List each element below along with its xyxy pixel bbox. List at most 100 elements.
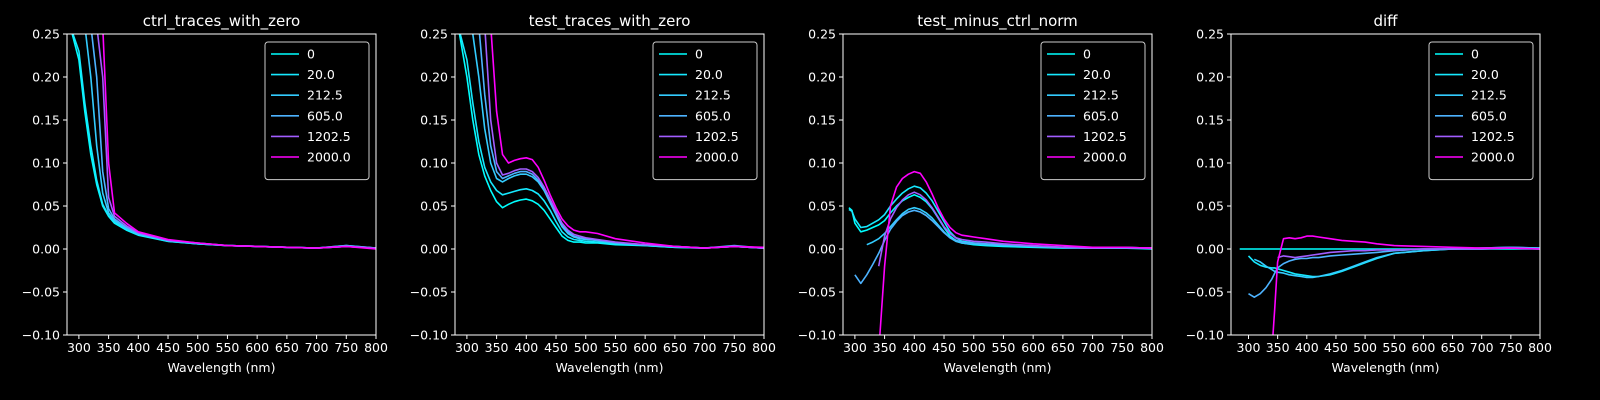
x-tick-label: 300 — [1237, 340, 1261, 355]
y-tick-label: 0.15 — [808, 113, 836, 128]
x-tick-label: 300 — [67, 340, 91, 355]
y-tick-label: −0.05 — [22, 285, 60, 300]
x-tick-label: 600 — [245, 340, 269, 355]
x-tick-label: 800 — [1528, 340, 1552, 355]
legend-label: 605.0 — [307, 108, 343, 123]
y-tick-label: 0.25 — [32, 27, 60, 42]
y-tick-label: 0.05 — [1196, 199, 1224, 214]
x-tick-label: 350 — [1266, 340, 1290, 355]
x-tick-label: 650 — [275, 340, 299, 355]
axes-frame — [1230, 33, 1541, 336]
x-tick-label: 700 — [1081, 340, 1105, 355]
axes-frame — [454, 33, 765, 336]
x-tick-label: 750 — [334, 340, 358, 355]
chart-panel-3: test_minus_ctrl_norm 300 350 400 450 500 550 60… — [798, 12, 1164, 375]
chart-panel-4: diff 300 350 400 450 500 550 600 650 700 750 800 −0.… — [1186, 12, 1552, 375]
x-tick-label: 450 — [1324, 340, 1348, 355]
x-axis-label: Wavelength (nm) — [1332, 360, 1440, 375]
y-tick-label: 0.10 — [1196, 156, 1224, 171]
series-line-2000.0 — [490, 34, 764, 249]
legend-label: 1202.5 — [1471, 129, 1515, 144]
x-tick-label: 350 — [485, 340, 509, 355]
x-tick-label: 550 — [604, 340, 628, 355]
series-line-2000.0 — [879, 170, 1152, 335]
axes-frame — [842, 33, 1153, 336]
y-tick-label: −0.10 — [410, 328, 448, 343]
y-tick-label: 0.15 — [1196, 113, 1224, 128]
series-line-1202.5 — [1277, 247, 1540, 259]
legend-label: 20.0 — [1083, 67, 1111, 82]
legend-label: 212.5 — [1471, 88, 1507, 103]
y-tick-label: 0.05 — [32, 199, 60, 214]
chart-title: test_minus_ctrl_norm — [917, 12, 1078, 31]
series-group — [458, 34, 764, 249]
y-tick-label: 0.00 — [420, 242, 448, 257]
x-tick-label: 800 — [752, 340, 776, 355]
legend-label: 605.0 — [1083, 108, 1119, 123]
y-tick-label: −0.05 — [1186, 285, 1224, 300]
y-tick-label: 0.00 — [808, 242, 836, 257]
y-tick-label: −0.05 — [410, 285, 448, 300]
series-line-20.0 — [459, 34, 764, 249]
x-tick-label: 800 — [1140, 340, 1164, 355]
x-tick-label: 550 — [1382, 340, 1406, 355]
series-group — [1239, 235, 1540, 335]
x-tick-label: 800 — [364, 340, 388, 355]
chart-panel-1: ctrl_traces_with_zero 300 350 400 450 500 550 6… — [22, 12, 388, 375]
legend-label: 0 — [1083, 47, 1091, 62]
y-tick-label: 0.20 — [808, 70, 836, 85]
series-line-2000.0 — [102, 34, 376, 250]
x-tick-label: 700 — [305, 340, 329, 355]
x-tick-label: 750 — [1110, 340, 1134, 355]
legend-label: 1202.5 — [695, 129, 739, 144]
legend-label: 212.5 — [1083, 88, 1119, 103]
x-tick-label: 700 — [1470, 340, 1494, 355]
x-tick-label: 400 — [126, 340, 150, 355]
x-tick-label: 650 — [663, 340, 687, 355]
series-line-212.5 — [1253, 246, 1540, 279]
series-line-605.0 — [854, 209, 1152, 285]
y-tick-label: 0.05 — [420, 199, 448, 214]
legend-label: 0 — [695, 47, 703, 62]
x-tick-label: 550 — [216, 340, 240, 355]
x-tick-label: 400 — [514, 340, 538, 355]
y-tick-label: −0.10 — [1186, 328, 1224, 343]
x-tick-label: 300 — [843, 340, 867, 355]
y-tick-label: 0.00 — [1196, 242, 1224, 257]
legend-label: 0 — [307, 47, 315, 62]
x-axis-label: Wavelength (nm) — [944, 360, 1052, 375]
legend-label: 605.0 — [695, 108, 731, 123]
y-tick-label: 0.25 — [420, 27, 448, 42]
legend-label: 20.0 — [695, 67, 723, 82]
y-tick-label: 0.10 — [420, 156, 448, 171]
legend-label: 20.0 — [307, 67, 335, 82]
y-tick-label: 0.20 — [32, 70, 60, 85]
series-line-1202.5 — [877, 191, 1152, 267]
chart-title: diff — [1373, 12, 1398, 30]
x-tick-label: 500 — [962, 340, 986, 355]
x-tick-label: 600 — [1411, 340, 1435, 355]
series-line-2000.0 — [1272, 235, 1540, 335]
y-tick-label: 0.15 — [420, 113, 448, 128]
x-tick-label: 450 — [932, 340, 956, 355]
legend-box — [264, 41, 370, 181]
x-axis-label: Wavelength (nm) — [168, 360, 276, 375]
legend: 0 20.0 212.5 605.0 1202.5 2000.0 — [264, 41, 370, 181]
x-tick-label: 550 — [992, 340, 1016, 355]
x-tick-label: 700 — [693, 340, 717, 355]
y-tick-label: −0.10 — [798, 328, 836, 343]
y-tick-label: 0.15 — [32, 113, 60, 128]
x-tick-label: 350 — [97, 340, 121, 355]
legend-label: 2000.0 — [1083, 150, 1127, 165]
legend-label: 212.5 — [307, 88, 343, 103]
y-tick-label: 0.00 — [32, 242, 60, 257]
series-group — [71, 34, 376, 250]
legend: 0 20.0 212.5 605.0 1202.5 2000.0 — [652, 41, 758, 181]
chart-panel-2: test_traces_with_zero 300 350 400 450 500 550 6… — [410, 12, 776, 375]
legend-label: 2000.0 — [307, 150, 351, 165]
x-tick-label: 400 — [902, 340, 926, 355]
x-tick-label: 650 — [1051, 340, 1075, 355]
x-tick-label: 300 — [455, 340, 479, 355]
chart-title: test_traces_with_zero — [529, 12, 691, 31]
